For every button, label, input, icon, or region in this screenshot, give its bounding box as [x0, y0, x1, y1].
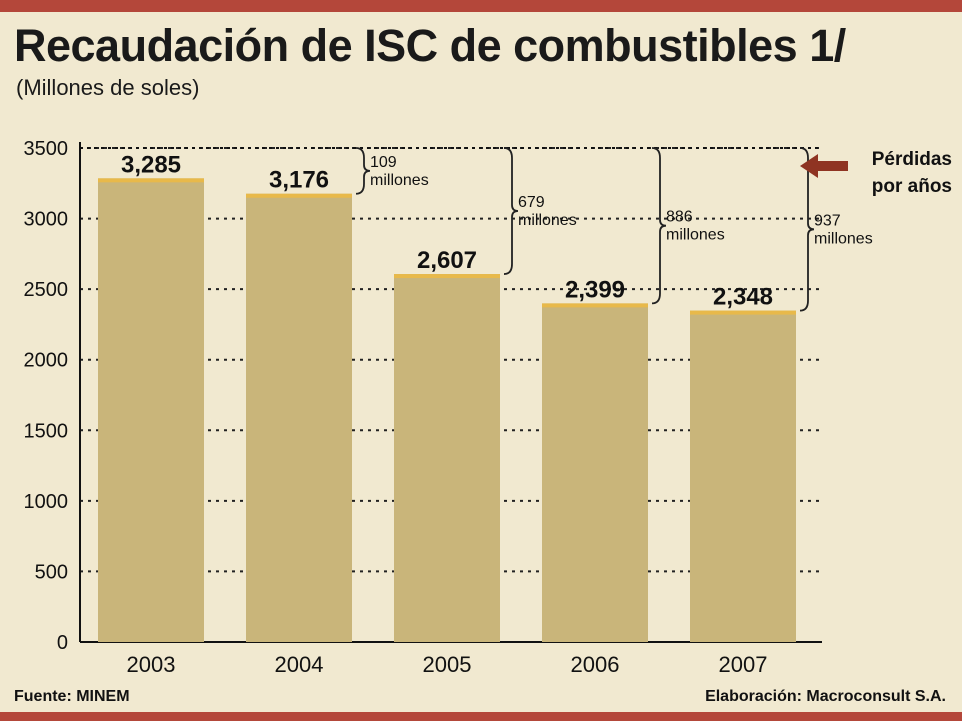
y-tick-label: 0 — [57, 632, 68, 654]
loss-brace — [799, 147, 815, 312]
legend-note-line1: Pérdidas — [872, 149, 952, 170]
bar — [542, 303, 648, 642]
top-rule — [0, 0, 962, 12]
bottom-rule — [0, 712, 962, 721]
loss-amount-label: 886 — [666, 209, 693, 226]
loss-amount-label: 937 — [814, 212, 841, 229]
loss-amount-label: 109 — [370, 154, 397, 171]
bar — [98, 178, 204, 643]
chart-subtitle: (Millones de soles) — [16, 75, 200, 100]
loss-brace — [503, 147, 519, 275]
bar-value-label: 2,399 — [565, 276, 625, 303]
x-tick-label: 2006 — [571, 652, 620, 677]
bar-value-label: 2,348 — [713, 284, 773, 311]
credit-note: Elaboración: Macroconsult S.A. — [705, 688, 946, 705]
bar-value-label: 2,607 — [417, 247, 477, 274]
y-tick-label: 500 — [35, 561, 68, 583]
x-tick-label: 2007 — [719, 652, 768, 677]
bar-top-edge — [690, 310, 796, 315]
loss-unit-label: millones — [666, 227, 725, 244]
y-tick-label: 1500 — [24, 420, 69, 442]
bar-top-edge — [246, 193, 352, 198]
y-tick-label: 2500 — [24, 279, 69, 301]
bar-top-edge — [542, 303, 648, 308]
bar — [394, 274, 500, 642]
loss-unit-label: millones — [518, 212, 577, 229]
bar-value-label: 3,285 — [121, 151, 181, 178]
loss-unit-label: millones — [814, 230, 873, 247]
y-tick-label: 1000 — [24, 491, 69, 513]
bar-chart: 0 500 1000 1500 2000 2500 3000 3500 3,285 2003 3,1… — [24, 138, 953, 677]
x-tick-label: 2005 — [423, 652, 472, 677]
x-tick-label: 2004 — [275, 652, 324, 677]
y-tick-label: 3500 — [24, 138, 69, 160]
source-note: Fuente: MINEM — [14, 688, 130, 705]
arrow-icon — [800, 154, 848, 178]
y-tick-label: 2000 — [24, 350, 69, 372]
legend-note-line2: por años — [872, 176, 952, 197]
loss-brace — [651, 147, 667, 305]
chart-title: Recaudación de ISC de combustibles 1/ — [14, 20, 846, 71]
bar-top-edge — [98, 178, 204, 183]
bar — [690, 310, 796, 642]
loss-unit-label: millones — [370, 172, 429, 189]
y-tick-label: 3000 — [24, 209, 69, 231]
loss-brace — [355, 147, 371, 195]
bar-value-label: 3,176 — [269, 167, 329, 194]
loss-amount-label: 679 — [518, 194, 545, 211]
bar-top-edge — [394, 274, 500, 279]
bar — [246, 193, 352, 642]
x-tick-label: 2003 — [127, 652, 176, 677]
